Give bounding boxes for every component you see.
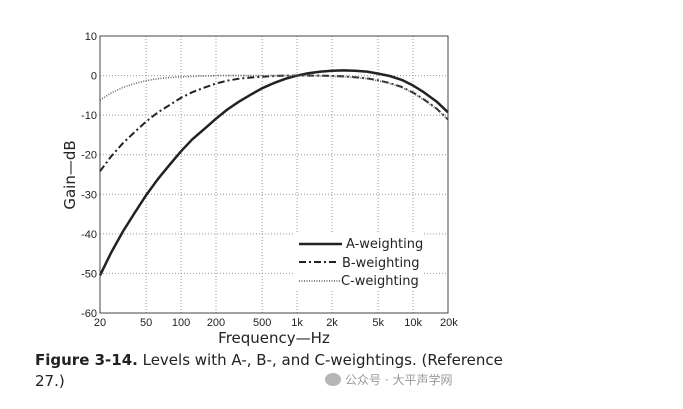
series-line-a-weighting [98, 69, 449, 276]
y-tick-label: -60 [81, 308, 97, 320]
x-tick-label: 5k [372, 317, 384, 329]
series-line-c-weighting [99, 74, 449, 121]
x-tick-label: 20 [94, 317, 106, 329]
x-tick-label: 20k [440, 317, 458, 329]
y-tick-label: -20 [81, 150, 97, 162]
y-axis-label: Gain—dB [61, 140, 79, 209]
legend: A-weighting B-weighting C-weighting [295, 232, 423, 290]
series-line-b-weighting [99, 74, 449, 172]
y-tick-label: -40 [81, 229, 97, 241]
y-tick-label: -30 [81, 189, 97, 201]
x-tick-label: 50 [140, 317, 152, 329]
y-tick-label: -50 [81, 268, 97, 280]
y-tick-label: 10 [85, 31, 97, 43]
weighting-chart: 20 50 100 200 500 1k 2k 5k 10k 20k100-10-20-30-40… [61, 31, 458, 347]
plot-frame [99, 35, 449, 314]
legend-label-b: B-weighting [342, 256, 420, 271]
caption-label: Figure 3-14. [35, 351, 138, 369]
legend-label-c: C-weighting [341, 274, 419, 289]
wechat-icon [325, 373, 341, 386]
x-tick-label: 200 [207, 317, 225, 329]
x-tick-label: 10k [404, 317, 422, 329]
y-tick-label: 0 [91, 71, 97, 83]
x-tick-label: 2k [326, 317, 338, 329]
x-tick-label: 1k [291, 317, 303, 329]
caption-text: Levels with A-, B-, and C-weightings. (R… [35, 351, 503, 390]
x-tick-label: 100 [172, 317, 190, 329]
tick-labels: 20 50 100 200 500 1k 2k 5k 10k 20k100-10-20-30-40… [81, 31, 458, 329]
legend-label-a: A-weighting [346, 237, 423, 252]
watermark: 公众号 · 大平声学网 [325, 371, 452, 388]
watermark-text: 公众号 · 大平声学网 [345, 373, 453, 387]
x-tick-label: 500 [253, 317, 271, 329]
figure-caption: Figure 3-14. Levels with A-, B-, and C-w… [35, 350, 505, 392]
x-axis-label: Frequency—Hz [218, 329, 330, 347]
y-tick-label: -10 [81, 110, 97, 122]
series-lines [98, 69, 449, 276]
